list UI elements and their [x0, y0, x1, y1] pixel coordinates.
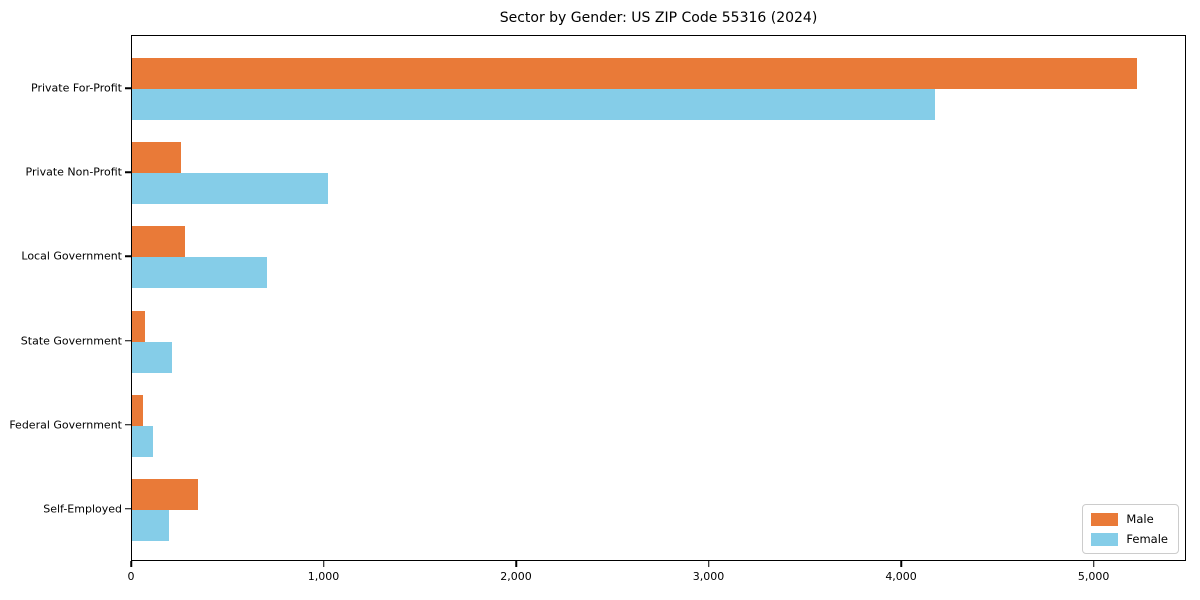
legend-label: Male: [1126, 512, 1154, 526]
y-tick-label: State Government: [20, 334, 122, 348]
x-tick-mark: [900, 561, 902, 567]
bar-female-private-for-profit: [132, 89, 935, 121]
bar-male-local-government: [132, 226, 185, 258]
bar-male-federal-government: [132, 394, 143, 426]
y-tick-label: Self-Employed: [43, 502, 122, 516]
x-tick-label: 4,000: [885, 570, 917, 583]
bar-female-private-non-profit: [132, 173, 329, 205]
x-tick-label: 3,000: [692, 570, 725, 583]
x-tick-mark: [322, 561, 325, 567]
plot-area: Male Female: [131, 35, 1186, 561]
legend-entry-female: Female: [1091, 532, 1168, 546]
x-tick-mark: [130, 561, 132, 567]
y-tick-mark: [125, 87, 131, 89]
legend: Male Female: [1082, 504, 1179, 554]
legend-entry-male: Male: [1091, 512, 1168, 526]
y-tick-label: Private For-Profit: [31, 81, 122, 95]
x-tick-mark: [515, 561, 517, 567]
bar-male-self-employed: [132, 478, 199, 510]
bar-female-state-government: [132, 341, 172, 373]
y-tick-mark: [125, 171, 131, 173]
bar-female-local-government: [132, 257, 267, 289]
legend-swatch-male: [1091, 512, 1119, 526]
y-tick-label: Local Government: [21, 249, 122, 263]
bar-male-private-non-profit: [132, 142, 182, 174]
y-tick-mark: [125, 508, 131, 510]
bar-male-private-for-profit: [132, 58, 1137, 90]
legend-label: Female: [1126, 532, 1168, 546]
bar-male-state-government: [132, 310, 145, 342]
x-tick-label: 2,000: [500, 570, 532, 583]
y-tick-mark: [125, 424, 131, 426]
y-tick-mark: [125, 255, 131, 258]
bar-female-self-employed: [132, 509, 169, 541]
x-tick-mark: [707, 561, 710, 567]
x-tick-label: 0: [127, 570, 135, 583]
chart-title: Sector by Gender: US ZIP Code 55316 (202…: [499, 10, 818, 26]
bar-female-federal-government: [132, 425, 154, 457]
x-tick-label: 1,000: [307, 570, 340, 583]
y-tick-label: Federal Government: [9, 418, 122, 432]
x-tick-mark: [1092, 561, 1095, 567]
y-tick-label: Private Non-Profit: [25, 165, 122, 179]
legend-swatch-female: [1091, 532, 1119, 546]
x-tick-label: 5,000: [1077, 570, 1110, 583]
y-tick-mark: [125, 339, 131, 342]
